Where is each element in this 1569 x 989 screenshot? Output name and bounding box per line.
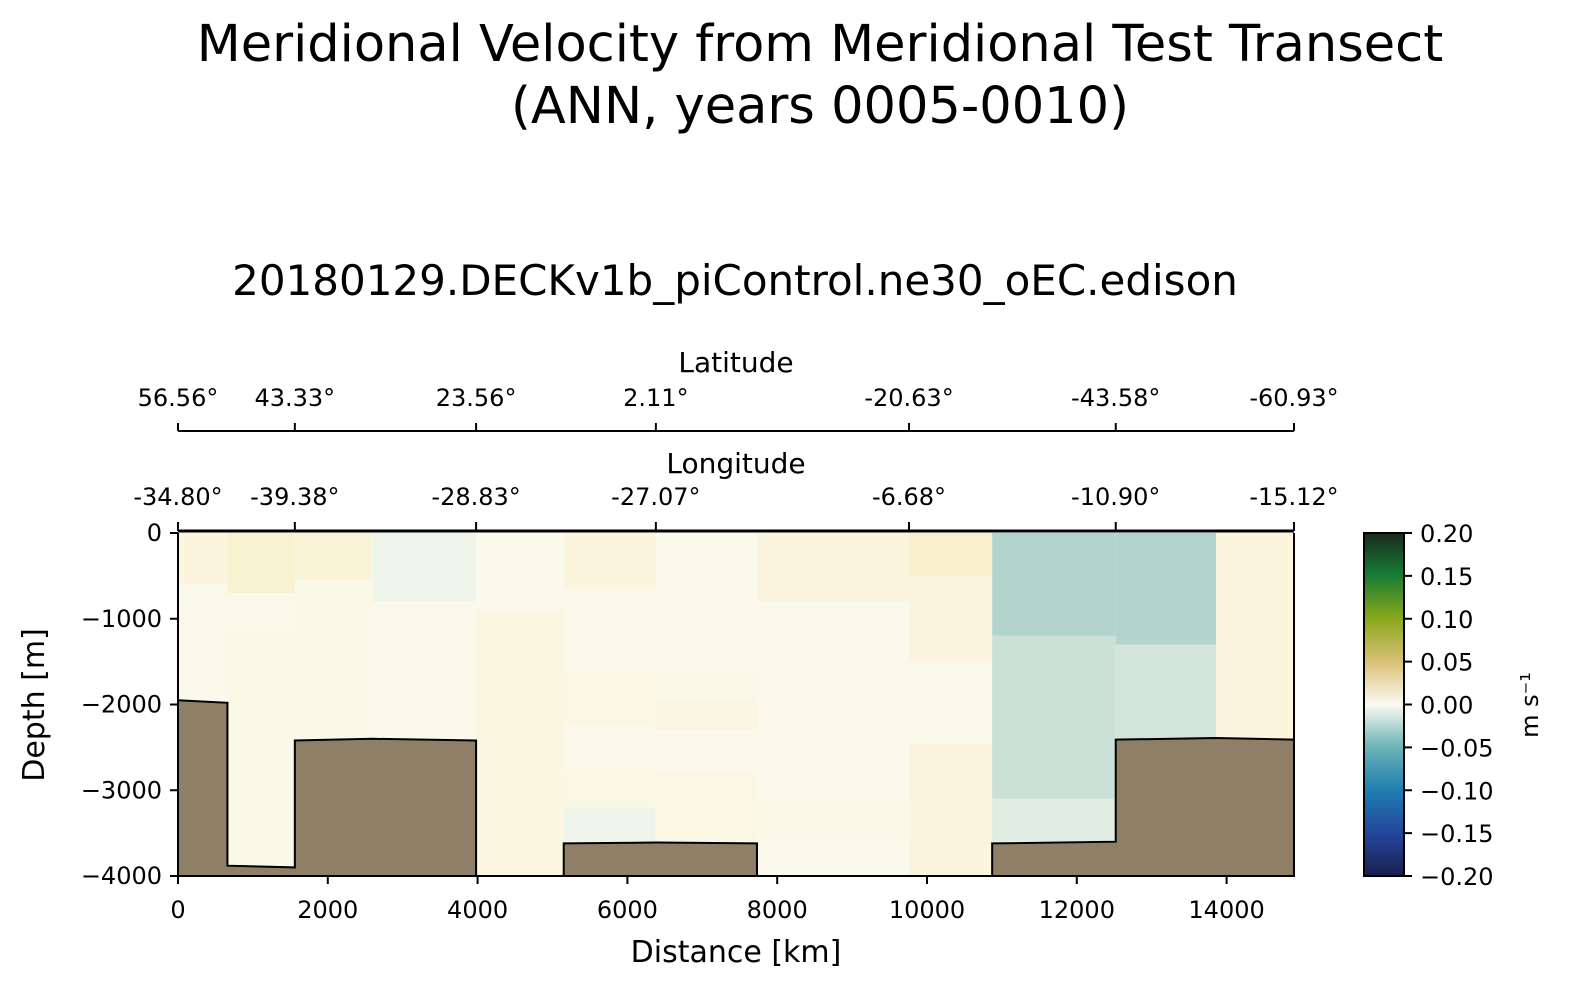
velocity-cell	[655, 533, 757, 671]
colorbar-tick-label: 0.05	[1420, 649, 1473, 677]
latitude-tick-label: 23.56°	[436, 384, 517, 412]
colorbar-tick-label: 0.20	[1420, 520, 1473, 548]
velocity-cell	[1115, 644, 1217, 739]
longitude-tick-label: -15.12°	[1249, 483, 1338, 511]
latitude-tick-label: -20.63°	[864, 384, 953, 412]
latitude-tick-label: -43.58°	[1071, 384, 1160, 412]
y-tick-label: −4000	[81, 862, 162, 890]
chart-subtitle: 20180129.DECKv1b_piControl.ne30_oEC.edis…	[232, 256, 1238, 305]
x-tick-label: 2000	[297, 896, 358, 924]
velocity-cell	[756, 837, 910, 876]
velocity-cell	[178, 533, 228, 585]
y-tick-label: −2000	[81, 691, 162, 719]
y-axis-label: Depth [m]	[17, 628, 52, 782]
x-tick-label: 0	[170, 896, 185, 924]
velocity-cell	[227, 533, 295, 594]
velocity-cell	[563, 588, 656, 671]
latitude-axis-label: Latitude	[678, 346, 793, 379]
velocity-cell	[1216, 533, 1294, 739]
velocity-cell	[476, 533, 564, 611]
longitude-tick-label: -10.90°	[1071, 483, 1160, 511]
latitude-ticks: 56.56° 43.33° 23.56° 2.11° -20.63° -43.58° -60…	[138, 384, 1339, 431]
velocity-cell	[563, 768, 656, 808]
velocity-cell	[294, 533, 373, 581]
velocity-cell	[563, 807, 656, 842]
latitude-tick-label: -60.93°	[1249, 384, 1338, 412]
longitude-tick-label: -34.80°	[133, 483, 222, 511]
velocity-cell	[563, 670, 656, 726]
bathymetry-layer	[178, 699, 1294, 876]
velocity-cell	[655, 773, 757, 842]
latitude-tick-label: 2.11°	[623, 384, 688, 412]
colorbar	[1363, 532, 1405, 877]
velocity-cell	[227, 593, 295, 628]
x-tick-label: 12000	[1039, 896, 1115, 924]
x-tick-label: 14000	[1188, 896, 1264, 924]
velocity-cell	[655, 670, 757, 701]
velocity-cell	[909, 661, 993, 744]
y-tick-label: −3000	[81, 776, 162, 804]
figure-title-line1: Meridional Velocity from Meridional Test…	[196, 15, 1444, 74]
colorbar-ticks: 0.20 0.15 0.10 0.05 0.00 −0.05 −0.10 −0.15 −0.20	[1404, 520, 1494, 891]
longitude-tick-label: -39.38°	[250, 483, 339, 511]
longitude-tick-label: -6.68°	[872, 483, 946, 511]
y-axis-ticks: 0 −1000 −2000 −3000 −4000	[81, 519, 178, 890]
x-axis-label: Distance [km]	[631, 935, 842, 970]
velocity-cell	[992, 798, 1116, 842]
colorbar-label: m s⁻¹	[1516, 672, 1544, 738]
colorbar-tick-label: −0.05	[1420, 734, 1494, 762]
latitude-tick-label: 43.33°	[254, 384, 335, 412]
figure-title-line2: (ANN, years 0005-0010)	[511, 77, 1129, 136]
velocity-cell	[909, 575, 993, 662]
latitude-tick-label: 56.56°	[138, 384, 219, 412]
velocity-cell	[756, 601, 910, 799]
longitude-tick-label: -27.07°	[611, 483, 700, 511]
colorbar-tick-label: −0.15	[1420, 820, 1494, 848]
y-tick-label: −1000	[81, 605, 162, 633]
velocity-cell	[563, 533, 656, 589]
velocity-cell	[992, 635, 1116, 799]
x-tick-label: 8000	[747, 896, 808, 924]
x-tick-label: 6000	[597, 896, 658, 924]
velocity-cell	[909, 533, 993, 576]
velocity-cell	[655, 730, 757, 774]
velocity-cell	[372, 533, 477, 602]
seafloor	[178, 700, 1294, 876]
velocity-cell	[992, 533, 1116, 636]
velocity-cell	[909, 743, 993, 876]
colorbar-tick-label: −0.10	[1420, 777, 1494, 805]
seafloor-outline	[178, 699, 1294, 876]
x-tick-label: 10000	[889, 896, 965, 924]
colorbar-tick-label: 0.10	[1420, 606, 1473, 634]
colorbar-tick-label: 0.00	[1420, 692, 1473, 720]
velocity-cell	[655, 700, 757, 731]
velocity-cell	[756, 533, 910, 602]
longitude-ticks: -34.80° -39.38° -28.83° -27.07° -6.68° -10.90…	[133, 483, 1339, 531]
colorbar-tick-label: 0.15	[1420, 563, 1473, 591]
velocity-cell	[756, 798, 910, 838]
velocity-cell	[227, 627, 295, 876]
colorbar-tick-label: −0.20	[1420, 863, 1494, 891]
longitude-tick-label: -28.83°	[431, 483, 520, 511]
velocity-cell	[1115, 533, 1217, 645]
y-tick-label: 0	[147, 519, 162, 547]
velocity-cell	[563, 725, 656, 769]
longitude-axis-label: Longitude	[666, 447, 805, 480]
x-axis-ticks: 0 2000 4000 6000 8000 10000 12000 14000	[170, 876, 1265, 924]
velocity-cell	[476, 610, 564, 876]
x-tick-label: 4000	[447, 896, 508, 924]
